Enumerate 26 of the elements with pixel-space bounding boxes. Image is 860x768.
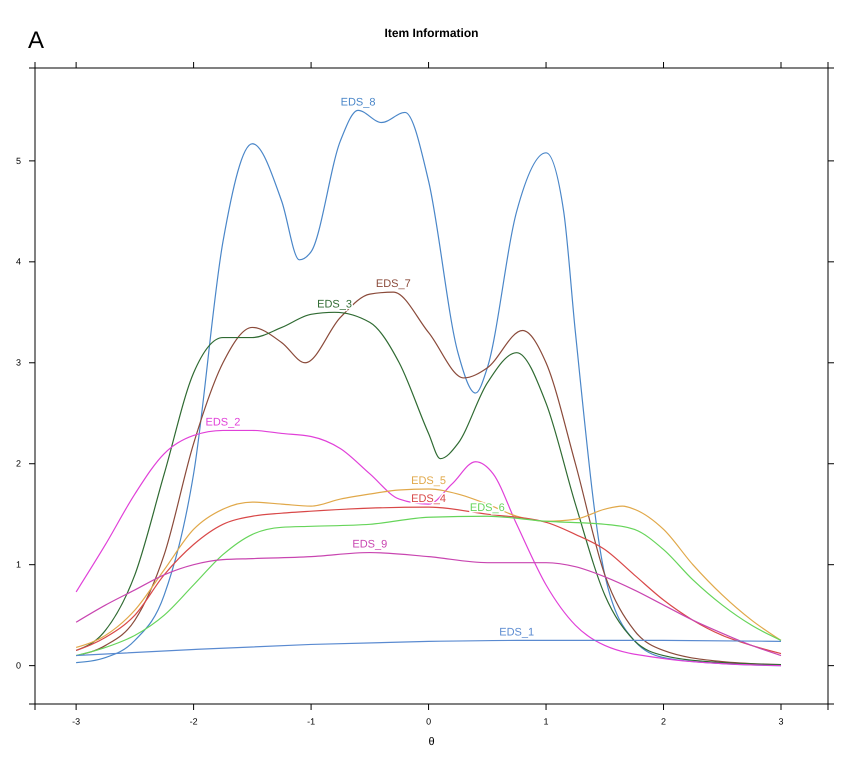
x-tick-label: -1 — [307, 716, 316, 726]
series-label: EDS_2 — [206, 416, 240, 428]
y-tick-label: 2 — [16, 458, 21, 469]
series-label: EDS_9 — [352, 538, 388, 551]
text: A — [28, 27, 44, 54]
y-tick-label: 0 — [16, 660, 21, 671]
chart-title: Item Information — [384, 26, 479, 40]
y-tick-label: 1 — [16, 560, 21, 570]
x-tick-label: 0 — [426, 716, 432, 726]
x-tick-label: -2 — [190, 716, 198, 726]
x-axis-title: θ — [428, 736, 435, 748]
series-label: EDS_7 — [376, 278, 411, 290]
y-tick-label: 5 — [16, 156, 21, 166]
x-tick-label: 1 — [544, 716, 549, 726]
y-tick-label: 3 — [16, 358, 21, 368]
series-label: EDS_8 — [340, 96, 376, 108]
series-label: EDS_5 — [411, 474, 446, 487]
y-tick-label: 4 — [16, 256, 21, 267]
x-tick-label: 3 — [778, 716, 784, 726]
x-tick-label: 2 — [661, 716, 666, 726]
line-series — [76, 552, 782, 656]
series-label: EDS_1 — [499, 626, 534, 638]
series-label: EDS_3 — [317, 298, 352, 310]
line-series — [76, 640, 782, 656]
line-series — [76, 430, 782, 666]
x-tick-label: -3 — [72, 716, 80, 726]
